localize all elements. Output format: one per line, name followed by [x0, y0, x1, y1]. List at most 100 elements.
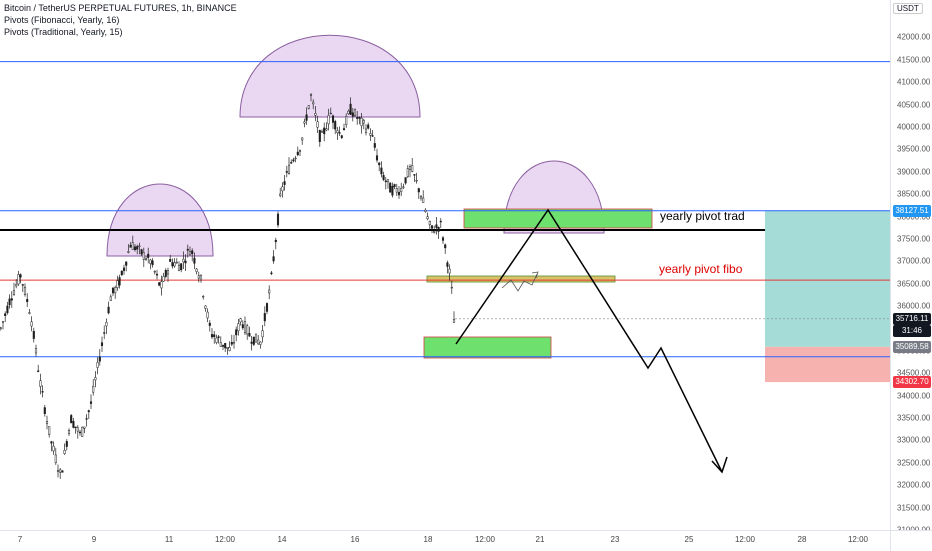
- candle-body: [180, 263, 183, 270]
- candle-body: [327, 115, 330, 125]
- candle-body: [283, 181, 286, 185]
- price-badge-upper: 38127.51: [893, 204, 931, 217]
- candle-body: [213, 334, 216, 338]
- candle-body: [87, 410, 90, 413]
- candle-body: [125, 261, 128, 266]
- candle-body: [362, 119, 365, 124]
- chart-title[interactable]: Bitcoin / TetherUS PERPETUAL FUTURES, 1h…: [4, 3, 237, 13]
- annotation-yearly-pivot-fibo[interactable]: yearly pivot fibo: [659, 262, 743, 276]
- candle-body: [210, 334, 214, 338]
- price-tick-label: 39000.00: [897, 167, 931, 177]
- price-tick-label: 41500.00: [897, 55, 931, 65]
- candle-body: [70, 415, 73, 424]
- candle-body: [270, 272, 273, 274]
- candle-body: [424, 209, 427, 212]
- candle-body: [199, 274, 203, 281]
- candle-body: [17, 274, 20, 285]
- candle-body: [142, 252, 145, 260]
- price-chart[interactable]: [0, 0, 890, 530]
- candle-body: [217, 336, 220, 338]
- candle-body: [426, 216, 429, 220]
- price-tick-label: 33000.00: [897, 435, 931, 445]
- candle-body: [41, 391, 44, 393]
- annotation-yearly-pivot-trad[interactable]: yearly pivot trad: [660, 209, 745, 223]
- candle-body: [32, 330, 35, 339]
- projection-path: [455, 208, 723, 473]
- candle-body: [276, 213, 280, 226]
- candle-body: [397, 191, 401, 196]
- candle-body: [171, 262, 174, 267]
- candle-body: [307, 105, 310, 109]
- candle-body: [450, 286, 453, 289]
- candle-body: [226, 346, 229, 349]
- candle-body: [98, 356, 101, 362]
- candle-body: [133, 246, 137, 250]
- candle-body: [37, 370, 40, 372]
- candle-body: [290, 162, 293, 164]
- currency-selector[interactable]: USDT: [893, 3, 923, 14]
- price-tick-label: 38500.00: [897, 189, 931, 199]
- candle-body: [144, 258, 148, 260]
- candle-body: [85, 418, 88, 420]
- candle-body: [138, 245, 141, 247]
- price-tick-label: 36000.00: [897, 301, 931, 311]
- candle-body: [400, 187, 403, 193]
- price-tick-label: 34500.00: [897, 368, 931, 378]
- candle-body: [402, 186, 405, 188]
- candle-body: [100, 342, 104, 346]
- indicator-fibonacci-pivots[interactable]: Pivots (Fibonacci, Yearly, 16): [4, 15, 120, 25]
- candle-body: [15, 284, 18, 287]
- candle-body: [114, 287, 117, 294]
- candle-body: [67, 429, 71, 434]
- candle-body: [111, 287, 115, 294]
- time-axis[interactable]: 7 9 11 12:00 14 16 18 12:00 21 23 25 12:00 28 12:00: [0, 530, 890, 551]
- price-tick-label: 33500.00: [897, 413, 931, 423]
- candle-body: [309, 94, 313, 96]
- time-tick-label: 28: [797, 535, 807, 544]
- candle-body: [61, 470, 64, 473]
- candle-body: [164, 269, 167, 277]
- candle-body: [428, 221, 431, 225]
- candle-body: [221, 344, 225, 347]
- candle-body: [131, 242, 134, 250]
- time-tick-label: 12:00: [847, 535, 869, 544]
- candle-body: [263, 313, 266, 322]
- candle-body: [149, 259, 152, 264]
- price-tick-label: 40000.00: [897, 122, 931, 132]
- candle-body: [347, 110, 350, 114]
- candle-body: [89, 401, 93, 404]
- candle-body: [318, 130, 321, 142]
- price-tick-label: 31500.00: [897, 503, 931, 513]
- indicator-traditional-pivots[interactable]: Pivots (Traditional, Yearly, 15): [4, 27, 123, 37]
- candle-body: [246, 325, 249, 335]
- price-axis[interactable]: USDT 42000.00 41500.00 41000.00 40500.00 400…: [890, 0, 932, 535]
- candle-body: [197, 275, 200, 279]
- candle-body: [140, 249, 143, 255]
- candle-body: [441, 237, 445, 241]
- candle-body: [215, 337, 218, 343]
- candle-body: [122, 267, 126, 271]
- candle-body: [446, 262, 449, 267]
- price-tick-label: 32000.00: [897, 480, 931, 490]
- candle-body: [301, 137, 304, 141]
- candle-body: [241, 324, 244, 329]
- candle-body: [56, 470, 60, 473]
- candle-body: [230, 342, 233, 345]
- candle-body: [160, 281, 163, 289]
- candle-body: [259, 341, 262, 345]
- candle-body: [39, 380, 42, 387]
- candle-body: [404, 177, 407, 184]
- candle-body: [281, 186, 284, 192]
- candle-body: [437, 227, 440, 232]
- candle-body: [323, 127, 326, 135]
- candle-body: [52, 445, 55, 452]
- candle-body: [360, 117, 363, 127]
- time-tick-label: 12:00: [734, 535, 756, 544]
- candle-body: [54, 454, 57, 463]
- candle-body: [250, 341, 253, 344]
- candle-body: [158, 282, 161, 286]
- candle-body: [439, 220, 442, 223]
- time-tick-label: 21: [535, 535, 545, 544]
- candle-body: [419, 196, 423, 199]
